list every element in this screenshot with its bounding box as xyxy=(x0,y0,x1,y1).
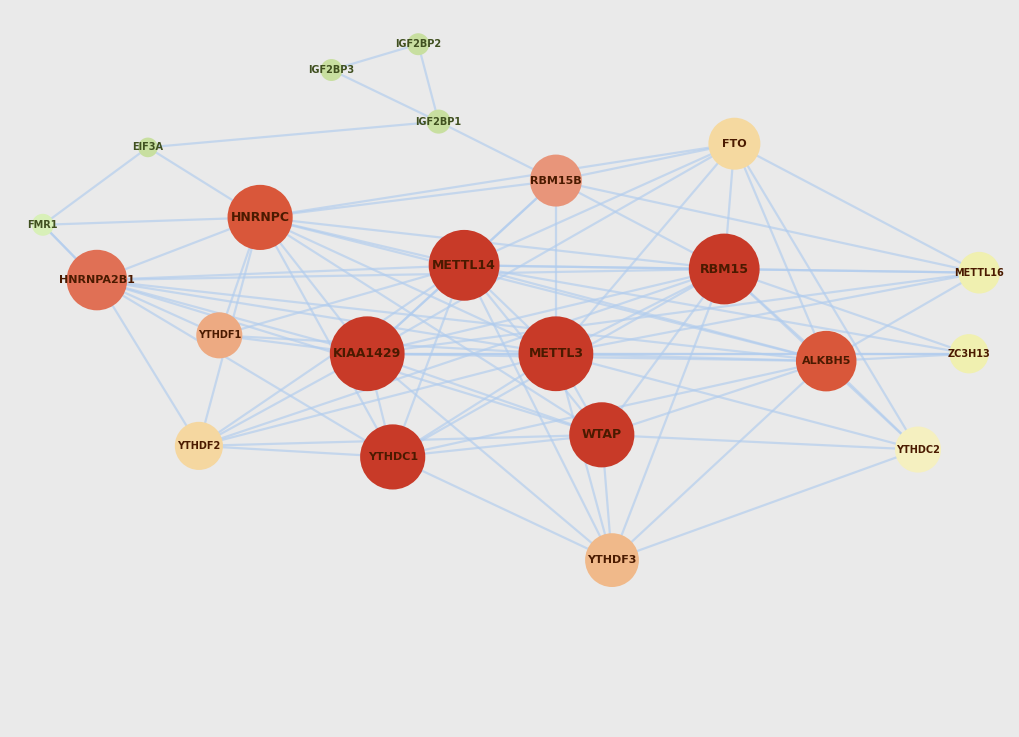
Point xyxy=(455,259,472,271)
Text: YTHDF2: YTHDF2 xyxy=(177,441,220,451)
Text: YTHDF3: YTHDF3 xyxy=(587,555,636,565)
Point xyxy=(547,348,564,360)
Text: RBM15: RBM15 xyxy=(699,262,748,276)
Point xyxy=(960,348,976,360)
Text: HNRNPA2B1: HNRNPA2B1 xyxy=(59,275,135,285)
Point xyxy=(970,267,986,279)
Text: YTHDC1: YTHDC1 xyxy=(367,452,418,462)
Point xyxy=(323,64,339,76)
Point xyxy=(715,263,732,275)
Text: METTL3: METTL3 xyxy=(528,347,583,360)
Text: ALKBH5: ALKBH5 xyxy=(801,356,850,366)
Text: ZC3H13: ZC3H13 xyxy=(947,349,989,359)
Text: IGF2BP1: IGF2BP1 xyxy=(415,116,462,127)
Point xyxy=(726,138,742,150)
Text: IGF2BP2: IGF2BP2 xyxy=(394,39,441,49)
Point xyxy=(89,274,105,286)
Text: YTHDC2: YTHDC2 xyxy=(895,444,940,455)
Point xyxy=(909,444,925,455)
Point xyxy=(140,142,156,153)
Text: YTHDF1: YTHDF1 xyxy=(198,330,240,340)
Text: METTL16: METTL16 xyxy=(954,268,1003,278)
Text: HNRNPC: HNRNPC xyxy=(230,211,289,224)
Text: METTL14: METTL14 xyxy=(432,259,495,272)
Point xyxy=(35,219,51,231)
Text: IGF2BP3: IGF2BP3 xyxy=(308,65,355,75)
Text: WTAP: WTAP xyxy=(581,428,622,441)
Text: FTO: FTO xyxy=(721,139,746,149)
Text: FMR1: FMR1 xyxy=(28,220,58,230)
Text: KIAA1429: KIAA1429 xyxy=(333,347,400,360)
Point xyxy=(603,554,620,566)
Point xyxy=(593,429,609,441)
Point xyxy=(211,329,227,341)
Point xyxy=(430,116,446,128)
Point xyxy=(410,38,426,50)
Point xyxy=(359,348,375,360)
Point xyxy=(252,212,268,223)
Text: RBM15B: RBM15B xyxy=(530,175,581,186)
Point xyxy=(191,440,207,452)
Point xyxy=(547,175,564,186)
Point xyxy=(384,451,400,463)
Text: EIF3A: EIF3A xyxy=(132,142,163,153)
Point xyxy=(817,355,834,367)
